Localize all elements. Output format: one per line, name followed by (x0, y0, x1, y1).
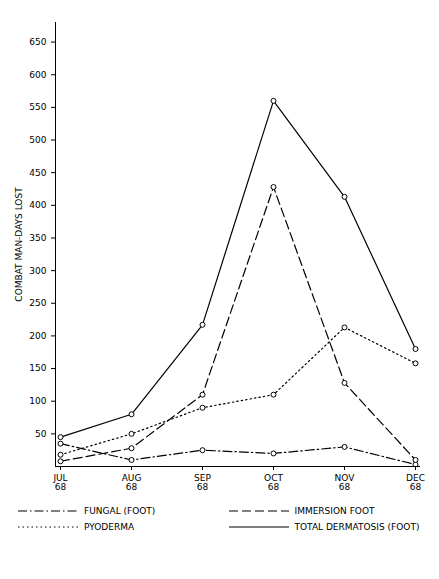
svg-text:150: 150 (29, 363, 46, 373)
svg-text:JUL68: JUL68 (52, 473, 67, 492)
svg-text:DEC68: DEC68 (406, 473, 425, 492)
svg-text:650: 650 (29, 37, 46, 47)
svg-text:COMBAT MAN-DAYS LOST: COMBAT MAN-DAYS LOST (14, 187, 24, 302)
html-text:PYODERMA: PYODERMA (84, 522, 135, 532)
svg-text:50: 50 (35, 429, 47, 439)
svg-text:350: 350 (29, 233, 46, 243)
svg-text:NOV68: NOV68 (335, 473, 356, 492)
html-text:TOTAL DERMATOSIS (FOOT): TOTAL DERMATOSIS (FOOT) (294, 522, 420, 532)
svg-text:300: 300 (29, 265, 46, 275)
svg-text:AUG68: AUG68 (122, 473, 142, 492)
svg-text:400: 400 (29, 200, 46, 210)
svg-text:250: 250 (29, 298, 46, 308)
html-text:FUNGAL (FOOT): FUNGAL (FOOT) (84, 506, 156, 516)
svg-text:SEP68: SEP68 (194, 473, 211, 492)
svg-text:550: 550 (29, 102, 46, 112)
svg-text:600: 600 (29, 70, 46, 80)
html-text:IMMERSION FOOT: IMMERSION FOOT (294, 506, 375, 516)
svg-text:200: 200 (29, 331, 46, 341)
svg-text:100: 100 (29, 396, 46, 406)
svg-text:OCT68: OCT68 (264, 473, 283, 492)
svg-text:500: 500 (29, 135, 46, 145)
svg-text:450: 450 (29, 168, 46, 178)
